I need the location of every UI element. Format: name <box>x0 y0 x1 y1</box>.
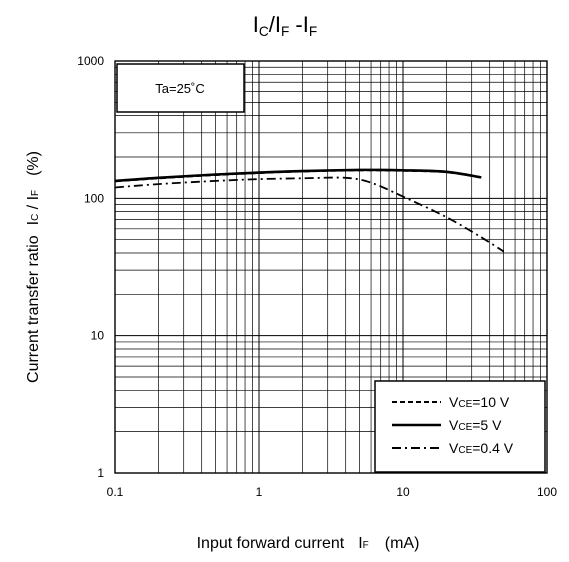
y-tick-label: 100 <box>84 191 104 205</box>
x-tick-label: 100 <box>537 485 557 499</box>
x-tick-labels: 0.1 1 10 100 <box>107 485 558 499</box>
y-tick-label: 10 <box>91 329 105 343</box>
annotation-box: Ta=25˚C <box>116 63 245 113</box>
y-tick-label: 1 <box>97 466 104 480</box>
legend: VCE=10 V VCE=5 V VCE=0.4 V <box>374 380 546 473</box>
legend-label-vce5: VCE=5 V <box>449 417 502 433</box>
y-tick-labels: 1 10 100 1000 <box>77 54 104 480</box>
legend-label-vce10: VCE=10 V <box>449 394 510 410</box>
chart-title: IC/IF -IF <box>253 12 317 39</box>
x-axis-label: Input forward current IF (mA) <box>197 535 420 552</box>
y-axis-label: Current transfer ratioIC / IF(%) <box>25 151 42 383</box>
x-tick-label: 0.1 <box>107 485 124 499</box>
annotation-ta: Ta=25˚C <box>155 81 205 96</box>
series-line-1 <box>114 168 482 183</box>
y-tick-label: 1000 <box>77 54 104 68</box>
x-tick-label: 1 <box>256 485 263 499</box>
plot-frame <box>114 60 548 474</box>
series-layer <box>114 168 505 253</box>
x-tick-label: 10 <box>396 485 410 499</box>
legend-label-vce04: VCE=0.4 V <box>449 440 514 456</box>
series-line-2 <box>114 176 505 253</box>
